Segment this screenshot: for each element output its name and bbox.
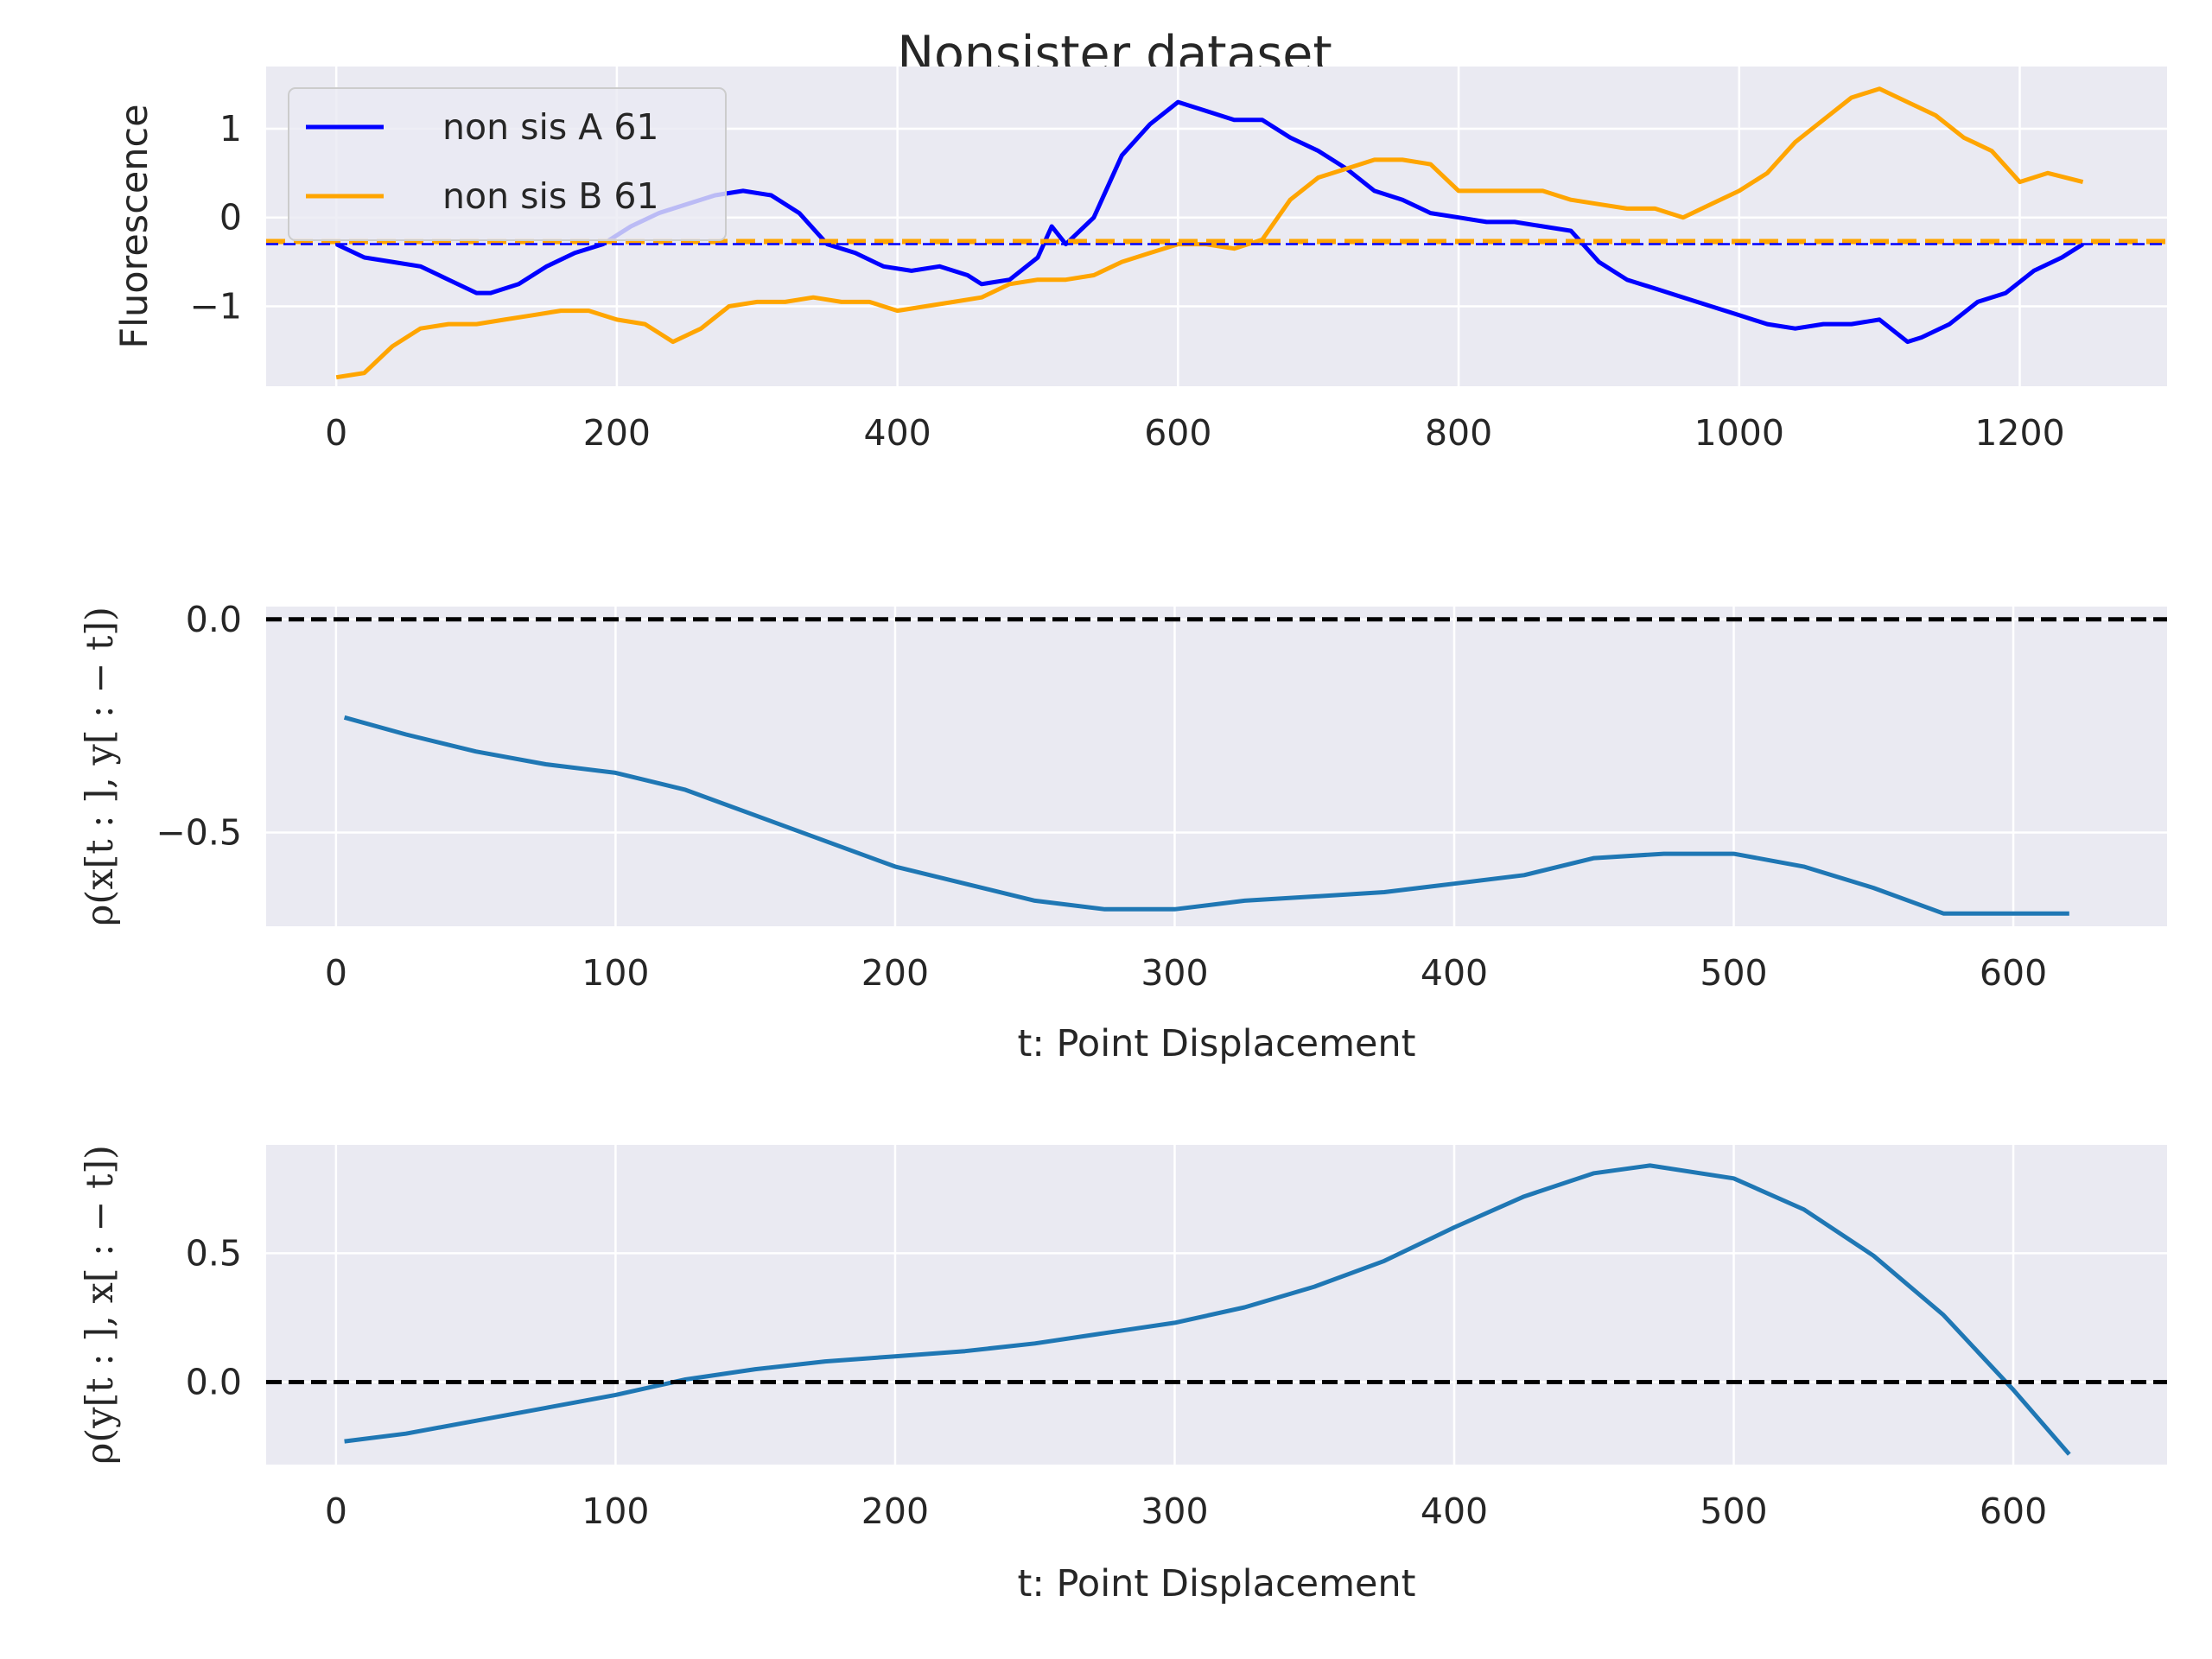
plot-area [266, 1145, 2167, 1465]
plot-area [266, 607, 2167, 926]
plot-content [266, 617, 2167, 916]
x-tick-label: 600 [1980, 952, 2047, 994]
legend-box [288, 87, 727, 241]
series-line-0 [344, 1163, 2071, 1456]
plot-content [266, 1163, 2167, 1456]
x-axis-label: t: Point Displacement [1017, 1022, 1415, 1065]
y-tick-label: 0.0 [186, 1362, 242, 1403]
x-tick-label: 300 [1141, 952, 1208, 994]
y-axis-label: ρ(y[t : ], x[ : − t]) [79, 1145, 122, 1465]
plot-content [266, 86, 2167, 380]
y-tick-label: 0 [219, 197, 242, 238]
x-tick-label: 0 [325, 952, 347, 994]
x-tick-label: 100 [582, 1491, 649, 1532]
x-tick-label: 400 [1421, 952, 1488, 994]
x-tick-label: 1200 [1974, 412, 2064, 454]
x-tick-label: 200 [583, 412, 651, 454]
x-tick-label: 400 [1421, 1491, 1488, 1532]
y-axis-label: ρ(x[t : ], y[ : − t]) [79, 607, 122, 926]
x-tick-label: 500 [1700, 1491, 1767, 1532]
y-tick-label: 1 [219, 108, 242, 149]
y-axis-label: Fluorescence [113, 104, 156, 348]
x-tick-label: 100 [582, 952, 649, 994]
fluorescence-panel: 0 200 400 600 800 1000 1200 1 0 −1 Fluorescence non… [113, 67, 2167, 454]
y-tick-label: 0.0 [186, 599, 242, 640]
cross-correlation-yx-panel: 0 100 200 300 400 500 600 0.5 0.0 t: Point Displa… [79, 1145, 2167, 1605]
y-tick-label: −1 [190, 286, 242, 327]
legend-entry: non sis A 61 [442, 106, 658, 148]
cross-correlation-xy-panel: 0 100 200 300 400 500 600 0.0 −0.5 t: Point Displ… [79, 599, 2167, 1065]
x-tick-label: 400 [863, 412, 931, 454]
x-tick-label: 0 [325, 412, 347, 454]
legend-entry: non sis B 61 [442, 175, 659, 217]
x-tick-label: 500 [1700, 952, 1767, 994]
x-tick-label: 300 [1141, 1491, 1208, 1532]
x-tick-label: 0 [325, 1491, 347, 1532]
y-tick-label: 0.5 [186, 1232, 242, 1274]
series-line-0 [343, 715, 2069, 916]
x-tick-label: 600 [1144, 412, 1211, 454]
x-tick-label: 1000 [1694, 412, 1784, 454]
y-tick-label: −0.5 [156, 811, 242, 853]
x-tick-label: 200 [861, 1491, 929, 1532]
x-axis-label: t: Point Displacement [1017, 1562, 1415, 1605]
x-tick-label: 600 [1980, 1491, 2047, 1532]
x-tick-label: 800 [1425, 412, 1492, 454]
x-tick-label: 200 [861, 952, 929, 994]
